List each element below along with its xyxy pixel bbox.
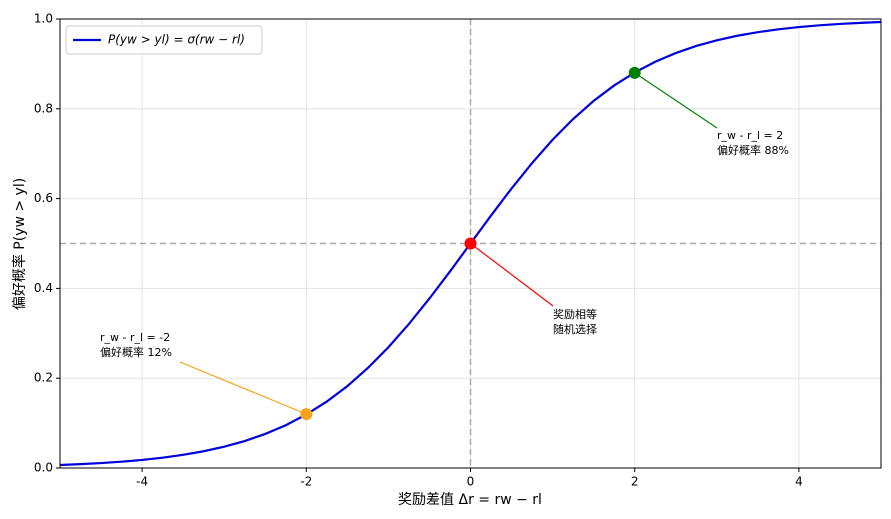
plot-frame <box>59 18 882 469</box>
y-axis-label: 偏好概率 P(yw > yl) <box>11 178 28 310</box>
y-tick-label: 0.6 <box>34 191 53 205</box>
x-tick-label: 4 <box>795 475 803 489</box>
annotation-text: 随机选择 <box>553 322 597 336</box>
y-tick-label: 1.0 <box>34 12 53 26</box>
legend-label: P(yw > yl) = σ(rw − rl) <box>108 33 245 47</box>
marker <box>300 408 313 421</box>
x-tick-label: -4 <box>136 475 148 489</box>
x-axis-label: 奖励差值 Δr = rw − rl <box>398 491 542 508</box>
annotation-arrow <box>179 361 307 415</box>
annotation-arrow <box>470 243 554 307</box>
x-tick-label: 2 <box>631 475 639 489</box>
x-tick-label: 0 <box>467 475 475 489</box>
y-tick-label: 0.8 <box>34 101 53 115</box>
marker <box>628 66 641 79</box>
annotation-text: 偏好概率 88% <box>717 143 789 157</box>
annotation-text: r_w - r_l = 2 <box>717 129 783 142</box>
marker <box>464 237 477 250</box>
x-tick-label: -2 <box>300 475 312 489</box>
y-tick-label: 0.0 <box>34 461 53 475</box>
annotation-text: 奖励相等 <box>553 307 597 321</box>
legend-box <box>65 25 263 55</box>
annotation-arrow <box>634 72 718 129</box>
y-tick-label: 0.4 <box>34 281 53 295</box>
annotation-text: r_w - r_l = -2 <box>100 331 170 344</box>
annotation-text: 偏好概率 12% <box>100 345 172 359</box>
y-tick-label: 0.2 <box>34 371 53 385</box>
